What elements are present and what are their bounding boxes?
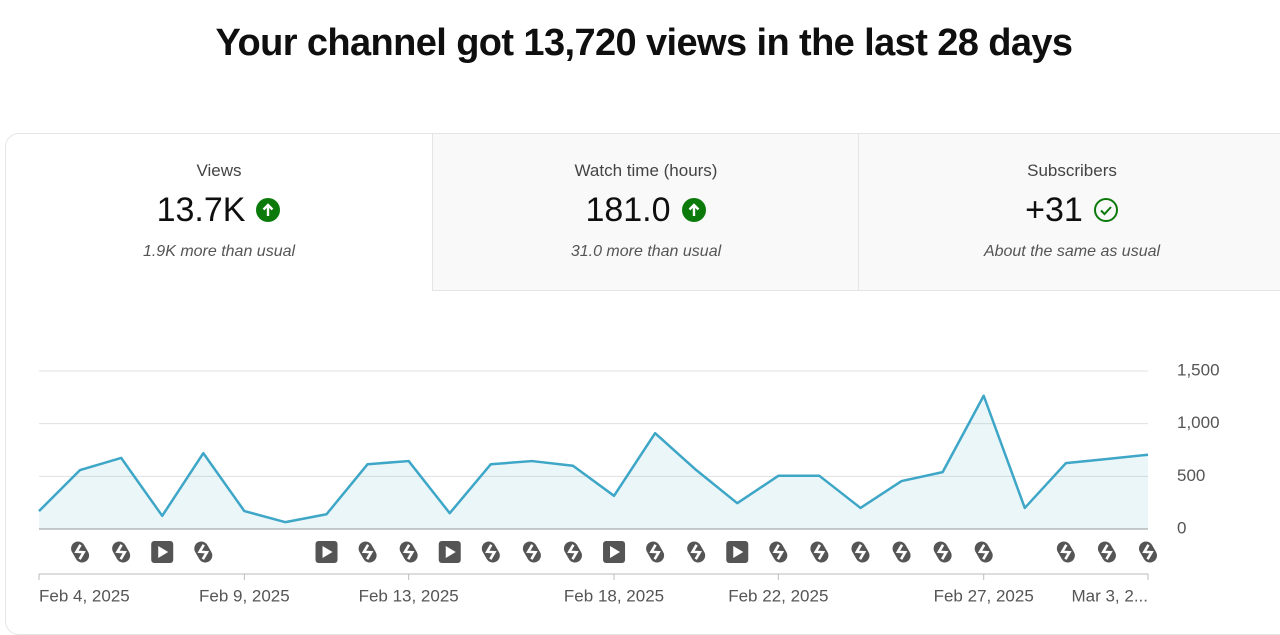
metric-value: 13.7K — [156, 190, 246, 229]
shorts-icon-s — [977, 544, 990, 560]
video-icon-play — [733, 546, 744, 558]
shorts-icon — [687, 541, 706, 563]
shorts-icon — [71, 541, 90, 563]
shorts-icon-s — [690, 544, 702, 560]
shorts-icon-s — [649, 544, 661, 560]
metric-note: 1.9K more than usual — [142, 243, 296, 260]
metric-tab[interactable]: Watch time (hours) 181.0 31.0 more than … — [432, 134, 859, 291]
shorts-icon-s — [361, 544, 374, 560]
shorts-icon — [646, 541, 665, 563]
x-tick-label: Feb 9, 2025 — [199, 586, 290, 605]
shorts-icon-s — [115, 544, 127, 560]
video-icon-play — [158, 546, 169, 558]
page-title: Your channel got 13,720 views in the las… — [215, 22, 1074, 64]
metric-tab[interactable]: Views 13.7K 1.9K more than usual — [6, 134, 432, 290]
shorts-icon — [399, 541, 418, 563]
x-tick-label: Feb 18, 2025 — [564, 586, 664, 605]
shorts-icon-s — [1101, 544, 1113, 560]
shorts-icon-s — [402, 544, 415, 560]
metric-label: Subscribers — [1027, 161, 1117, 180]
shorts-icon-s — [936, 544, 949, 560]
x-tick-label: Feb 27, 2025 — [934, 586, 1034, 605]
metric-value-row: 181.0 — [433, 189, 859, 231]
shorts-icon-s — [197, 544, 210, 560]
shorts-icon-s — [567, 544, 579, 560]
shorts-icon-s — [485, 544, 497, 560]
shorts-icon — [481, 541, 500, 563]
video-icon-play — [610, 546, 621, 558]
shorts-icon — [194, 541, 213, 563]
shorts-icon-s — [74, 544, 86, 560]
line — [38, 394, 1149, 524]
analytics-card: Views 13.7K 1.9K more than usual Watch t… — [5, 133, 1280, 635]
shorts-icon-s — [526, 544, 538, 560]
chart: 0 500 1,000 1,500 Feb 4, 2025 Feb 9, 2025 Feb … — [38, 360, 1220, 605]
shorts-icon-s — [895, 544, 908, 560]
shorts-icon-s — [772, 544, 785, 560]
metric-label: Watch time (hours) — [574, 161, 718, 180]
y-tick-label: 0 — [1177, 518, 1186, 537]
shorts-icon — [1139, 541, 1157, 563]
shorts-icon — [1097, 541, 1116, 563]
page: {"header": {"title": "Your channel got 1… — [5, 22, 1280, 635]
shorts-icon-s — [1142, 544, 1154, 560]
x-tick-label: Feb 13, 2025 — [359, 586, 459, 605]
shorts-icon — [112, 541, 131, 563]
shorts-icon — [851, 541, 870, 563]
video-icon-play — [445, 546, 456, 558]
check-icon — [1093, 198, 1118, 222]
shorts-icon — [769, 541, 788, 563]
shorts-icon — [563, 541, 582, 563]
shorts-icon-s — [1060, 544, 1072, 560]
shorts-icon — [522, 541, 541, 563]
metric-note: About the same as usual — [983, 243, 1161, 260]
shorts-icon — [358, 541, 377, 563]
y-tick-label: 1,500 — [1177, 360, 1220, 379]
shorts-icon — [974, 541, 993, 563]
x-tick-label: Mar 3, 2... — [1071, 586, 1148, 605]
y-tick-label: 500 — [1177, 466, 1205, 485]
x-tick-label: Feb 22, 2025 — [728, 586, 828, 605]
metric-value: 181.0 — [585, 190, 671, 229]
shorts-icon — [810, 541, 829, 563]
y-tick-label: 1,000 — [1177, 413, 1220, 432]
metric-label: Views — [196, 161, 242, 180]
area — [39, 395, 1148, 529]
shorts-icon — [892, 541, 911, 563]
metric-tab[interactable]: Subscribers +31 About the same as usual — [858, 134, 1280, 291]
shorts-icon-s — [854, 544, 867, 560]
metric-note: 31.0 more than usual — [570, 243, 722, 260]
shorts-icon — [1056, 541, 1075, 563]
x-tick-label: Feb 4, 2025 — [39, 586, 130, 605]
shorts-icon — [933, 541, 952, 563]
up-icon — [681, 198, 706, 222]
metric-value-row: 13.7K — [6, 189, 432, 231]
metric-value: +31 — [1025, 190, 1083, 229]
video-icon-play — [322, 546, 333, 558]
up-icon — [256, 198, 281, 222]
shorts-icon-s — [813, 544, 826, 560]
metric-value-row: +31 — [859, 189, 1280, 231]
